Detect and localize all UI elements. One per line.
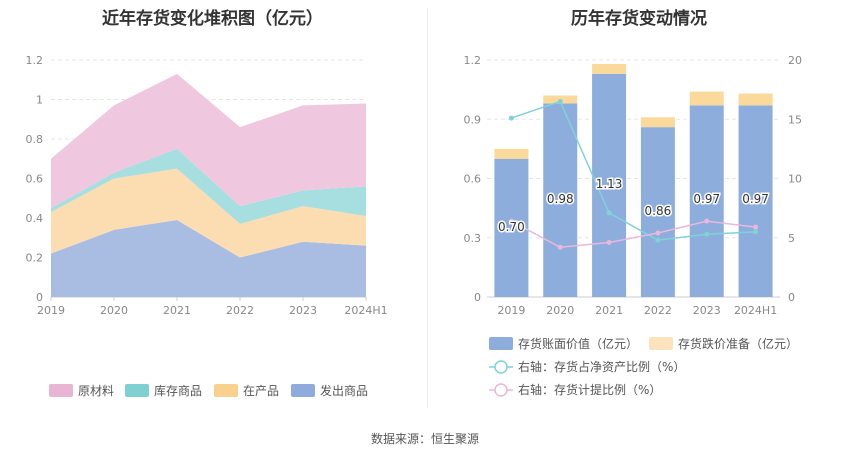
legend-swatch [649, 337, 673, 350]
line-point [606, 210, 612, 216]
x-tick-label: 2023 [693, 304, 721, 317]
x-tick-label: 2020 [546, 304, 574, 317]
bar-impairment-reserve [592, 63, 627, 74]
legend-label: 存货账面价值（亿元） [518, 336, 638, 351]
line-point [508, 115, 514, 121]
y-right-tick-label: 5 [788, 232, 795, 245]
area-raw-materials [51, 73, 366, 209]
line-point [557, 244, 563, 250]
y-tick-label: 1 [36, 94, 43, 107]
legend-swatch [49, 384, 73, 397]
bar-value-label: 0.70 [498, 220, 525, 234]
y-tick-label: 0.8 [26, 133, 44, 146]
y-left-tick-label: 1.2 [464, 54, 482, 67]
legend-label: 发出商品 [320, 383, 368, 398]
legend-label: 右轴：存货计提比例（%） [518, 382, 661, 397]
data-source-note: 数据来源：恒生聚源 [370, 432, 479, 446]
legend-label: 原材料 [78, 384, 114, 398]
y-tick-label: 0 [36, 291, 43, 304]
x-tick-label: 2024H1 [344, 304, 387, 317]
line-point [606, 239, 612, 245]
line-point [704, 231, 710, 237]
bar-book-value [738, 105, 773, 297]
stacked-area-chart: 0 0.2 0.4 0.6 0.8 1 1.2 2019 2020 2021 2022 2023 202… [26, 54, 388, 398]
y-left-tick-label: 0.3 [464, 232, 482, 245]
bar-value-label: 0.97 [693, 192, 720, 206]
bar-value-label: 0.86 [645, 204, 672, 218]
panel-divider [427, 8, 428, 408]
x-tick-label: 2024H1 [734, 304, 777, 317]
line-inventory-to-net-assets [511, 100, 756, 241]
right-chart-title: 历年存货变动情况 [571, 9, 707, 29]
area-finished-goods [51, 148, 366, 224]
line-point [753, 229, 759, 235]
y-right-tick-label: 10 [788, 173, 802, 186]
bar-line-chart: 0 0.3 0.6 0.9 1.2 0 5 10 15 20 2019 2020 2021 2022 202… [464, 54, 803, 397]
x-tick-label: 2021 [595, 304, 623, 317]
legend-swatch [214, 384, 238, 397]
x-tick-label: 2020 [100, 304, 128, 317]
x-tick-label: 2022 [226, 304, 254, 317]
bar-book-value [689, 105, 724, 297]
y-left-tick-label: 0 [474, 291, 481, 304]
x-tick-label: 2022 [644, 304, 672, 317]
legend-label: 存货跌价准备（亿元） [678, 336, 798, 351]
line-point [508, 218, 514, 224]
line-point [655, 237, 661, 243]
y-tick-label: 1.2 [26, 54, 44, 67]
y-left-tick-label: 0.9 [464, 113, 482, 126]
bar-impairment-reserve [494, 148, 529, 159]
legend-marker [494, 360, 508, 374]
x-tick-label: 2019 [37, 304, 65, 317]
y-right-tick-label: 0 [788, 291, 795, 304]
bar-impairment-reserve [640, 117, 675, 128]
area-shipped-goods [51, 219, 366, 297]
left-chart-title: 近年存货变化堆积图（亿元） [102, 9, 323, 29]
legend-swatch [489, 337, 513, 350]
legend-marker [494, 383, 508, 397]
bar-impairment-reserve [738, 93, 773, 106]
legend-label: 右轴：存货占净资产比例（%） [518, 359, 685, 374]
bar-book-value [640, 127, 675, 298]
y-tick-label: 0.2 [26, 252, 44, 265]
bar-value-label: 0.98 [547, 192, 574, 206]
bar-value-label: 0.97 [742, 192, 769, 206]
bar-book-value [543, 103, 578, 297]
y-right-tick-label: 15 [788, 113, 802, 126]
area-work-in-progress [51, 168, 366, 258]
line-point [557, 98, 563, 104]
y-tick-label: 0.6 [26, 173, 44, 186]
y-tick-label: 0.4 [26, 212, 44, 225]
line-point [704, 218, 710, 224]
legend-swatch [125, 384, 149, 397]
x-tick-label: 2019 [497, 304, 525, 317]
line-point [753, 224, 759, 230]
legend-swatch [291, 384, 315, 397]
y-left-tick-label: 0.6 [464, 173, 482, 186]
legend-label: 在产品 [243, 384, 279, 398]
x-tick-label: 2021 [163, 304, 191, 317]
x-tick-label: 2023 [289, 304, 317, 317]
y-right-tick-label: 20 [788, 54, 802, 67]
legend-label: 库存商品 [154, 383, 202, 398]
bar-impairment-reserve [689, 91, 724, 106]
bar-value-label: 1.13 [596, 177, 623, 191]
line-point [655, 230, 661, 236]
line-provision-ratio [511, 220, 756, 248]
